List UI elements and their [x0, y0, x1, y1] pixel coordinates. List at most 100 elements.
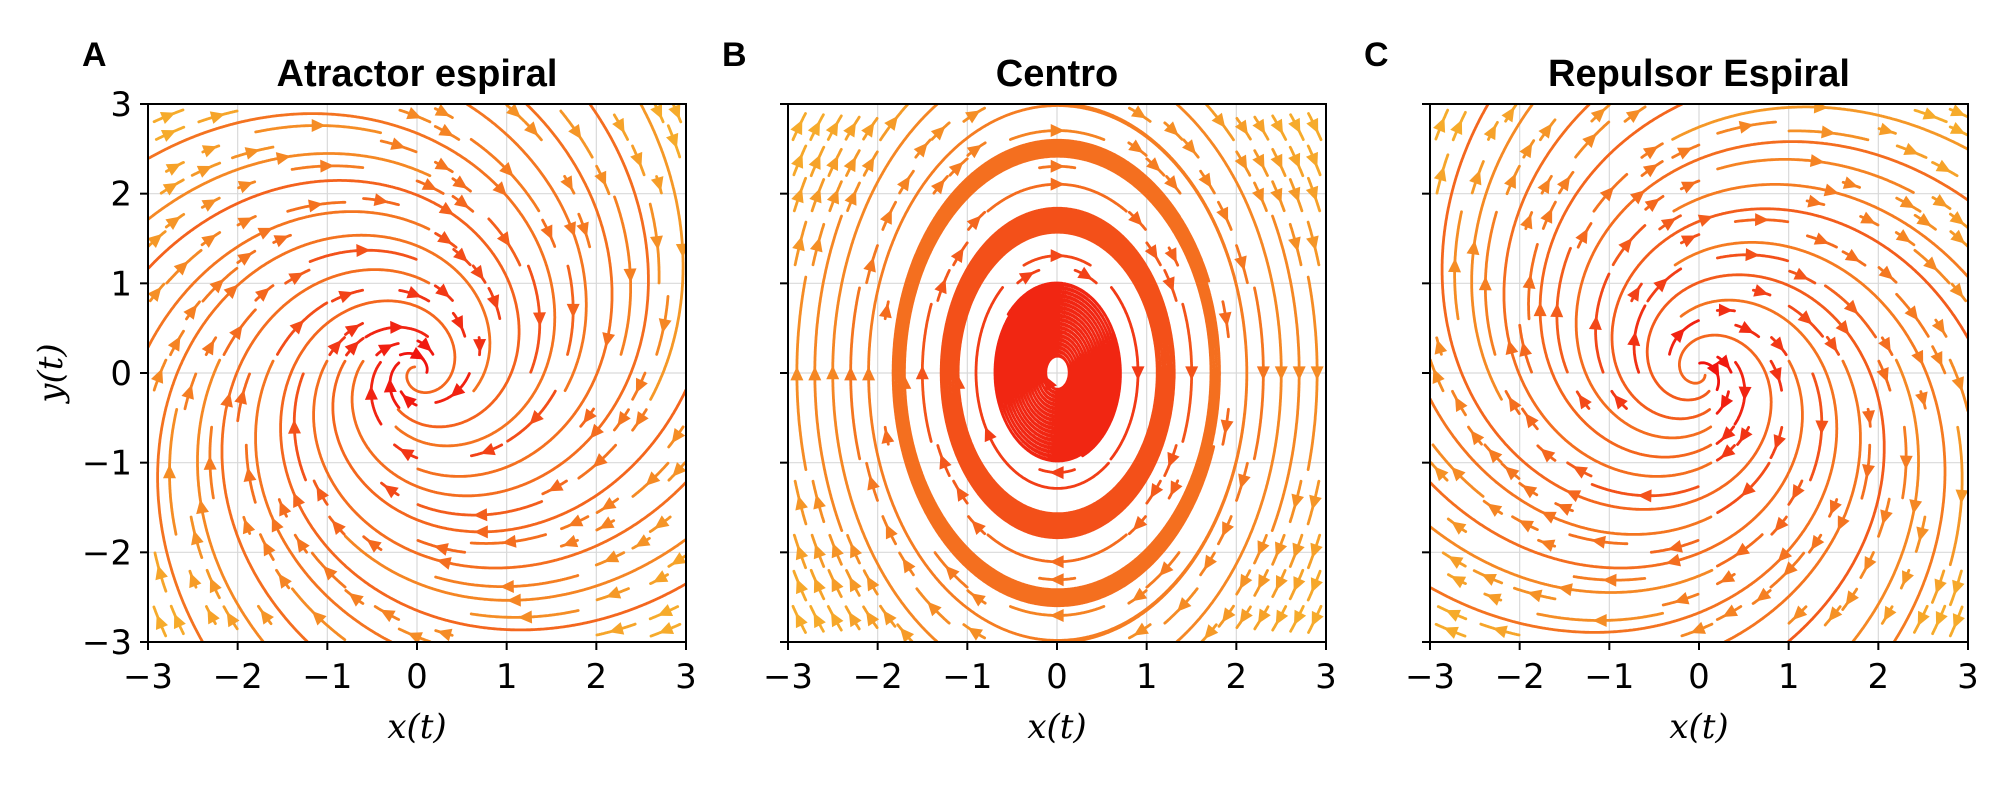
flow-arrow	[568, 123, 582, 140]
flow-arrow	[159, 111, 176, 124]
flow-arrow	[861, 156, 875, 173]
flow-arrow	[1478, 276, 1492, 291]
flow-arrow	[1133, 622, 1149, 636]
streamline	[993, 281, 1122, 463]
flow-arrow	[191, 530, 204, 546]
flow-arrow	[605, 586, 622, 599]
flow-arrow	[862, 366, 876, 381]
flow-arrow	[1917, 610, 1930, 627]
flow-arrow	[1903, 142, 1919, 155]
flow-arrow	[1198, 172, 1212, 188]
flow-arrow	[608, 622, 625, 635]
flow-arrow	[1955, 489, 1968, 504]
flow-arrow	[524, 121, 539, 137]
flow-arrow	[451, 315, 464, 331]
flow-arrow	[293, 492, 306, 508]
flow-arrow	[496, 231, 511, 247]
flow-arrow	[1592, 614, 1607, 628]
flow-arrow	[1899, 455, 1913, 470]
flow-arrow	[1923, 256, 1938, 271]
y-tick-label: −3	[82, 623, 132, 663]
x-tick-label: 3	[675, 657, 697, 697]
flow-arrow	[1487, 448, 1503, 464]
flow-arrow	[433, 543, 449, 556]
flow-arrow	[1258, 573, 1271, 590]
streamline	[1824, 284, 1877, 339]
x-tick-label: 1	[1136, 657, 1158, 697]
flow-arrow	[1185, 366, 1199, 381]
flow-arrow	[617, 411, 631, 427]
x-tick-label: −3	[763, 657, 813, 697]
flow-arrow	[1842, 176, 1859, 189]
flow-arrow	[407, 632, 423, 642]
flow-arrow	[421, 178, 438, 191]
flow-arrow	[1131, 105, 1147, 119]
streamline	[1430, 397, 1713, 536]
flow-arrow	[897, 176, 911, 192]
flow-arrow	[1448, 556, 1464, 569]
streamline	[254, 359, 393, 642]
flow-arrow	[260, 609, 274, 625]
flow-arrow	[201, 145, 218, 158]
flow-arrow	[1720, 426, 1736, 441]
flow-arrow	[1823, 183, 1839, 197]
x-tick-label: 2	[586, 657, 608, 697]
flow-arrow	[1949, 282, 1964, 298]
flow-arrow	[1288, 152, 1301, 169]
x-tick-label: −2	[213, 657, 263, 697]
flow-arrow	[790, 366, 804, 381]
flow-arrow	[1642, 146, 1659, 160]
flow-arrow	[1716, 354, 1731, 370]
flow-arrow	[562, 534, 579, 548]
flow-arrow	[320, 159, 335, 173]
flow-arrow	[675, 243, 686, 258]
flow-arrow	[1625, 109, 1642, 123]
flow-arrow	[1288, 186, 1301, 203]
flow-arrow	[1310, 366, 1324, 381]
flow-arrow	[967, 627, 983, 641]
y-tick-label: 3	[110, 85, 132, 125]
flow-arrow	[1599, 186, 1615, 202]
flow-arrow	[813, 612, 826, 629]
flow-arrow	[1613, 394, 1628, 410]
flow-arrow	[148, 286, 162, 302]
x-tick-label: 1	[496, 657, 518, 697]
flow-arrow	[1256, 366, 1270, 381]
flow-arrow	[1720, 444, 1736, 459]
flow-arrow	[844, 190, 857, 206]
flow-arrow	[1862, 463, 1875, 479]
flow-arrow	[1845, 590, 1859, 606]
flow-arrow	[1690, 621, 1706, 634]
flow-arrow	[1451, 521, 1467, 535]
flow-arrow	[480, 442, 496, 456]
y-tick-label: 0	[110, 354, 132, 394]
flow-arrow	[1288, 236, 1301, 252]
flow-arrow	[540, 224, 553, 240]
flow-arrow	[279, 501, 292, 517]
flow-arrow	[1902, 570, 1914, 586]
flow-arrow	[563, 221, 576, 237]
flow-arrow	[165, 163, 182, 176]
flow-arrow	[506, 104, 521, 118]
flow-arrow	[1932, 193, 1948, 208]
chart-title: Centro	[996, 53, 1118, 95]
flow-arrow	[380, 609, 396, 623]
flow-arrow	[209, 111, 226, 124]
flow-arrow	[813, 577, 826, 594]
streamlines	[148, 104, 686, 642]
flow-arrow	[1239, 573, 1253, 590]
flow-arrow	[1306, 235, 1319, 251]
flow-arrow	[223, 284, 239, 300]
flow-arrow	[1755, 213, 1770, 227]
flow-arrow	[1883, 605, 1897, 622]
flow-arrow	[1930, 351, 1943, 367]
flow-arrow	[203, 455, 217, 470]
flow-arrow	[201, 234, 217, 248]
flow-arrow	[1150, 482, 1164, 499]
flow-arrow	[473, 338, 487, 354]
flow-arrow	[1738, 386, 1752, 401]
x-tick-label: 1	[1778, 657, 1800, 697]
flow-arrow	[1144, 244, 1158, 260]
flow-arrow	[635, 534, 651, 547]
